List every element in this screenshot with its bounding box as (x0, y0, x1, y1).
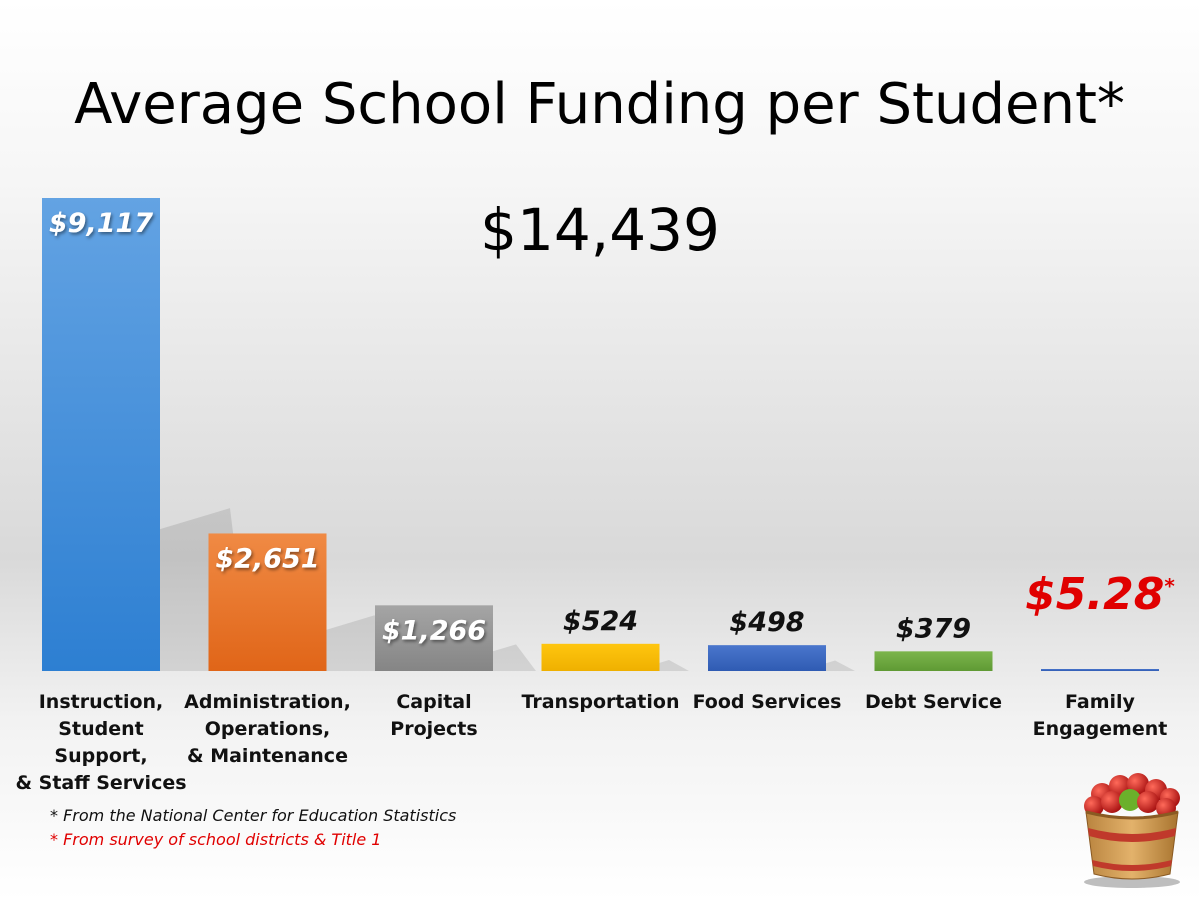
bar-shadow-transportation (659, 659, 690, 671)
bar-food (708, 645, 826, 671)
value-label-family: $5.28* (1025, 569, 1175, 620)
value-label-transportation: $524 (563, 606, 638, 637)
value-label-instruction: $9,117 (49, 208, 153, 239)
category-label-food: Food Services (692, 691, 842, 713)
apple-basket-image (1084, 773, 1180, 888)
footnote-nces: * From the National Center for Education… (50, 806, 457, 825)
footnote-survey: * From survey of school districts & Titl… (50, 830, 382, 849)
bar-administration (208, 533, 327, 671)
bar-transportation (541, 643, 660, 671)
value-label-debt: $379 (896, 613, 971, 644)
bar-instruction (42, 198, 160, 671)
category-label-capital: Capital Projects (390, 691, 478, 740)
value-label-administration: $2,651 (215, 543, 319, 574)
total-amount: $14,439 (480, 196, 720, 264)
category-label-transportation: Transportation (521, 691, 680, 713)
category-label-administration: Administration, Operations, & Maintenanc… (184, 691, 351, 767)
chart-title: Average School Funding per Student* (74, 72, 1125, 137)
category-label-instruction: Instruction, Student Support, & Staff Se… (15, 691, 187, 794)
bar-family (1041, 669, 1159, 671)
value-label-capital: $1,266 (382, 615, 486, 646)
value-labels: $9,117 $2,651 $1,266 $524 $498 $379 $5.28* (49, 208, 1175, 646)
bar-debt (874, 651, 993, 671)
category-label-family: Family Engagement (1032, 691, 1168, 740)
bar-shadow-food (826, 660, 856, 671)
category-label-debt: Debt Service (865, 691, 1002, 713)
bars (42, 198, 1159, 671)
bar-capital (375, 605, 493, 671)
bar-shadow-capital (493, 644, 536, 671)
value-label-food: $498 (729, 607, 804, 638)
